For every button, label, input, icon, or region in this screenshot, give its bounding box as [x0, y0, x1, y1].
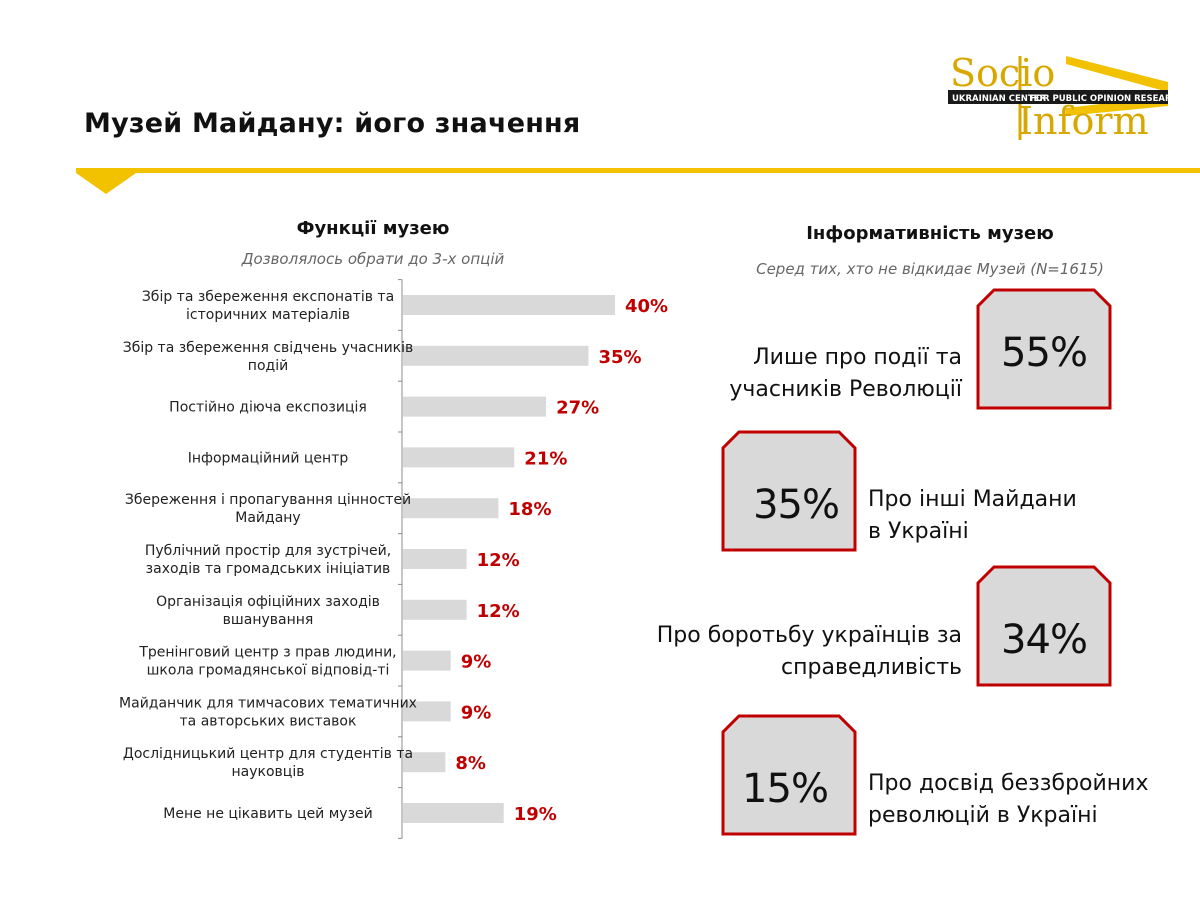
category-label: та авторських виставок — [180, 713, 357, 729]
category-label: науковців — [232, 764, 305, 780]
bar — [403, 498, 499, 519]
bar-value-label: 12% — [477, 601, 520, 622]
category-label: Збір та збереження свідчень учасників — [123, 340, 414, 356]
title-underline — [76, 168, 1200, 194]
bar-value-label: 21% — [524, 448, 567, 469]
stat-box-struggle: 34% — [976, 565, 1112, 687]
bar-value-label: 35% — [599, 347, 642, 368]
informativeness-subheading: Серед тих, хто не відкидає Музей (N=1615… — [756, 260, 1104, 278]
category-label: Інформаційний центр — [188, 450, 349, 466]
bar-value-label: 12% — [477, 550, 520, 571]
bar — [403, 650, 451, 671]
logo-word-bottom: Inform — [1018, 99, 1149, 143]
category-label: Мене не цікавить цей музей — [163, 806, 372, 822]
category-label: Майданчик для тимчасових тематичних — [119, 695, 417, 711]
category-label: подій — [248, 358, 288, 374]
bar — [403, 752, 446, 773]
bar-value-label: 9% — [461, 652, 492, 673]
bar — [403, 549, 467, 569]
bar-value-label: 9% — [461, 702, 492, 723]
category-label: Тренінговий центр з прав людини, — [138, 645, 396, 661]
stat-value: 35% — [753, 482, 840, 528]
stat-label-nonviolent: Про досвід беззбройних революцій в Украї… — [868, 771, 1149, 828]
bar — [403, 447, 515, 468]
category-label: Дослідницький центр для студентів та — [123, 746, 413, 762]
bar-value-label: 27% — [556, 398, 599, 419]
category-label: Збір та збереження експонатів та — [142, 289, 394, 305]
bar-value-label: 18% — [508, 499, 551, 520]
category-label: Постійно діюча експозиція — [169, 400, 367, 416]
bar-value-label: 8% — [455, 753, 486, 774]
bar — [403, 396, 547, 417]
logo-band-left: UKRAINIAN CENTER — [952, 94, 1046, 104]
category-label: заходів та громадських ініціатив — [146, 561, 391, 577]
bar — [403, 803, 504, 823]
stat-value: 55% — [1001, 330, 1088, 376]
chart-subheading: Дозволялось обрати до 3-х опцій — [241, 250, 505, 268]
stat-label-events: Лише про події та учасників Революції — [729, 345, 962, 402]
socioinform-logo: Socio UKRAINIAN CENTER FOR PUBLIC OPINIO… — [948, 52, 1170, 143]
stat-box-nonviolent: 15% — [721, 714, 857, 836]
logo-band-right: FOR PUBLIC OPINION RESEARCH — [1030, 94, 1170, 104]
functions-bar-chart: 40% Збір та збереження експонатів та істор… — [119, 279, 668, 839]
stat-box-shape — [721, 714, 857, 836]
category-label: історичних матеріалів — [186, 307, 350, 323]
category-label: Організація офіційних заходів — [156, 594, 380, 610]
informativeness-heading: Інформативність музею — [806, 223, 1054, 244]
stat-box-events: 55% — [976, 288, 1112, 410]
stat-box-shape — [976, 288, 1112, 410]
stat-value: 34% — [1001, 617, 1088, 663]
stat-value: 15% — [742, 766, 829, 812]
category-label: вшанування — [223, 612, 314, 628]
bar — [403, 701, 451, 722]
category-label: Публічний простір для зустрічей, — [145, 543, 391, 559]
bar — [403, 345, 589, 366]
stat-label-other-maidans: Про інші Майдани в Україні — [868, 487, 1077, 544]
chart-heading: Функції музею — [296, 218, 450, 239]
stat-label-struggle: Про боротьбу українців за справедливість — [656, 623, 962, 680]
category-label: школа громадянської відповід-ті — [147, 663, 390, 679]
bar-value-label: 40% — [625, 296, 668, 317]
category-label: Майдану — [235, 510, 300, 526]
stat-box-other-maidans: 35% — [721, 430, 857, 552]
stat-box-shape — [721, 430, 857, 552]
bar — [403, 599, 467, 620]
bar — [403, 295, 615, 315]
logo-word-top: Socio — [950, 52, 1055, 95]
category-label: Збереження і пропагування цінностей — [125, 492, 411, 508]
page-title: Музей Майдану: його значення — [84, 108, 581, 139]
stat-box-shape — [976, 565, 1112, 687]
bar-value-label: 19% — [514, 804, 557, 825]
